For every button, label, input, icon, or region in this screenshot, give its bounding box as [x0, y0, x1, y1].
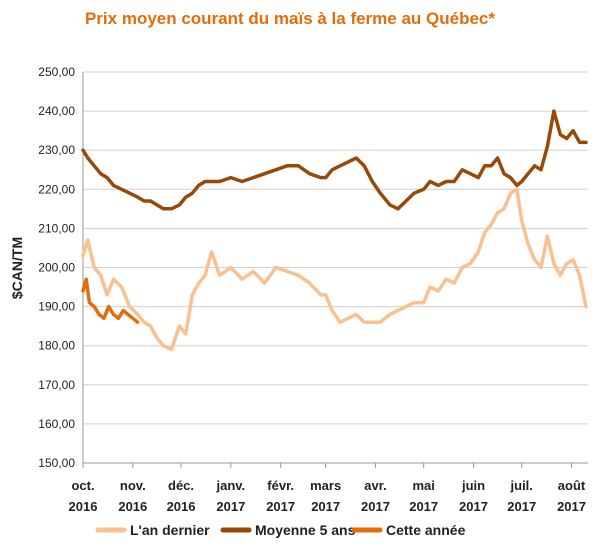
series-line-1 — [81, 187, 588, 352]
x-tick-label-year: 2016 — [118, 499, 147, 514]
x-tick-labels: oct. 2016 nov. 2016 déc. 2016 janv. 2017 févr. 20… — [69, 478, 586, 514]
x-tick-label-year: 2017 — [361, 499, 390, 514]
legend-label: Moyenne 5 ans — [255, 522, 356, 538]
x-tick-label-month: avr. — [364, 478, 386, 493]
x-tick-label-year: 2016 — [69, 499, 98, 514]
x-tick-label-year: 2016 — [167, 499, 196, 514]
x-tick-label-year: 2017 — [459, 499, 488, 514]
y-tick-label: 190,00 — [38, 300, 75, 314]
y-tick-label: 250,00 — [38, 65, 75, 79]
x-tick-label-month: juil. — [510, 478, 533, 493]
x-tick-label-month: nov. — [120, 478, 146, 493]
x-tick-label-month: févr. — [267, 478, 294, 493]
y-tick-label: 220,00 — [38, 182, 75, 196]
legend: L'an dernier Moyenne 5 ans Cette année — [95, 522, 466, 538]
grid — [83, 71, 588, 464]
x-tick-label-year: 2017 — [557, 499, 586, 514]
x-tick-label-year: 2017 — [266, 499, 295, 514]
y-tick-label: 230,00 — [38, 143, 75, 157]
y-tick-label: 160,00 — [38, 417, 75, 431]
y-axis-label: $CAN/TM — [9, 237, 25, 299]
chart-title: Prix moyen courant du maïs à la ferme au… — [85, 9, 495, 28]
x-tick-label-year: 2017 — [216, 499, 245, 514]
y-tick-label: 240,00 — [38, 104, 75, 118]
x-tick-label-month: déc. — [168, 478, 194, 493]
x-tick-label-month: juin — [461, 478, 485, 493]
x-tick-label-year: 2017 — [409, 499, 438, 514]
x-tick-label-month: mai — [412, 478, 434, 493]
series-line-3 — [81, 277, 140, 324]
series-line-2 — [81, 109, 588, 211]
x-tick-label-month: août — [558, 478, 586, 493]
y-tick-label: 180,00 — [38, 339, 75, 353]
series-lines — [81, 109, 588, 352]
axes — [82, 72, 588, 468]
x-tick-label-year: 2017 — [311, 499, 340, 514]
x-tick-label-month: oct. — [71, 478, 94, 493]
legend-label: L'an dernier — [130, 522, 210, 538]
y-tick-label: 210,00 — [38, 221, 75, 235]
y-tick-label: 170,00 — [38, 378, 75, 392]
y-tick-label: 150,00 — [38, 456, 75, 470]
x-tick-label-month: janv. — [216, 478, 246, 493]
x-tick-label-year: 2017 — [507, 499, 536, 514]
y-tick-labels: 150,00 160,00 170,00 180,00 190,00 200,00 210,… — [38, 65, 75, 470]
legend-label: Cette année — [386, 522, 466, 538]
x-tick-label-month: mars — [310, 478, 341, 493]
y-tick-label: 200,00 — [38, 261, 75, 275]
